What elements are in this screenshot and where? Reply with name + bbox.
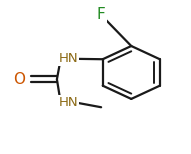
Text: HN: HN xyxy=(58,96,78,109)
Text: HN: HN xyxy=(58,52,78,65)
Text: F: F xyxy=(97,8,105,22)
Text: O: O xyxy=(13,72,25,87)
